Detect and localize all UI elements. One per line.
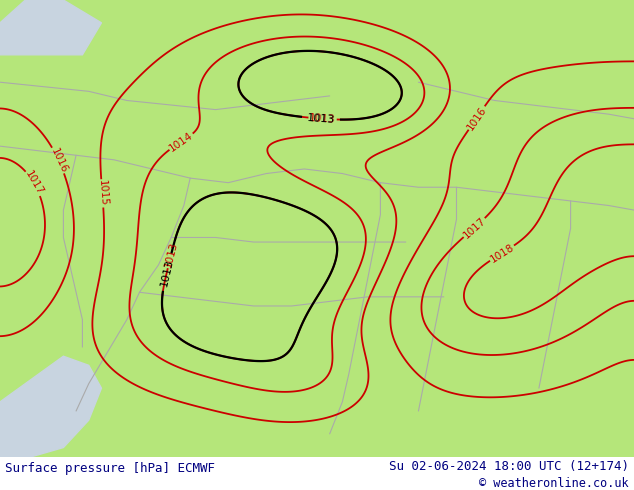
Text: 1017: 1017 — [461, 215, 488, 240]
Text: © weatheronline.co.uk: © weatheronline.co.uk — [479, 477, 629, 490]
Polygon shape — [0, 356, 101, 457]
Text: 1013: 1013 — [163, 241, 179, 269]
Text: 1017: 1017 — [23, 169, 45, 197]
Text: 1016: 1016 — [49, 146, 68, 174]
Text: 1014: 1014 — [167, 130, 195, 153]
Text: Surface pressure [hPa] ECMWF: Surface pressure [hPa] ECMWF — [5, 462, 215, 475]
Text: 1015: 1015 — [96, 180, 108, 207]
Text: Su 02-06-2024 18:00 UTC (12+174): Su 02-06-2024 18:00 UTC (12+174) — [389, 460, 629, 473]
Text: 1018: 1018 — [488, 242, 516, 265]
Polygon shape — [0, 0, 101, 55]
Text: 1016: 1016 — [465, 104, 488, 132]
Text: 1013: 1013 — [307, 113, 335, 124]
Text: 1013: 1013 — [309, 113, 336, 124]
Text: 1013: 1013 — [159, 257, 175, 287]
